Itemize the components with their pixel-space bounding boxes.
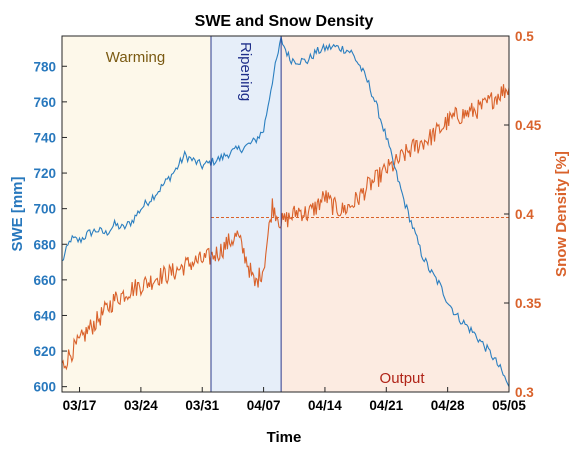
- y-left-tick-label: 780: [33, 59, 56, 74]
- x-tick-label: 04/14: [308, 398, 342, 413]
- y-axis-left-label: SWE [mm]: [9, 176, 26, 251]
- x-tick-label: 05/05: [492, 398, 526, 413]
- y-left-tick-label: 660: [33, 273, 56, 288]
- y-axis-right-label: Snow Density [%]: [553, 151, 570, 277]
- x-axis-label: Time: [267, 429, 302, 446]
- y-right-tick-label: 0.4: [515, 207, 534, 222]
- y-left-tick-label: 600: [33, 380, 56, 395]
- x-tick-label: 03/17: [63, 398, 97, 413]
- x-tick-label: 04/07: [247, 398, 281, 413]
- phase-label-warming: Warming: [106, 49, 165, 66]
- chart-title: SWE and Snow Density: [195, 13, 374, 30]
- y-left-tick-label: 740: [33, 130, 56, 145]
- y-left-tick-label: 700: [33, 202, 56, 217]
- x-tick-label: 03/31: [185, 398, 219, 413]
- phase-region-output: [281, 36, 509, 392]
- x-tick-label: 04/28: [431, 398, 465, 413]
- y-right-tick-label: 0.35: [515, 296, 542, 311]
- phase-label-ripening: Ripening: [237, 42, 254, 101]
- x-tick-label: 03/24: [124, 398, 158, 413]
- y-left-tick-label: 620: [33, 344, 56, 359]
- y-left-tick-label: 720: [33, 166, 56, 181]
- y-right-tick-label: 0.45: [515, 118, 542, 133]
- y-left-tick-label: 760: [33, 95, 56, 110]
- x-tick-label: 04/21: [369, 398, 403, 413]
- phase-label-output: Output: [380, 370, 426, 387]
- y-right-tick-label: 0.5: [515, 29, 534, 44]
- y-left-tick-label: 640: [33, 308, 56, 323]
- y-left-tick-label: 680: [33, 237, 56, 252]
